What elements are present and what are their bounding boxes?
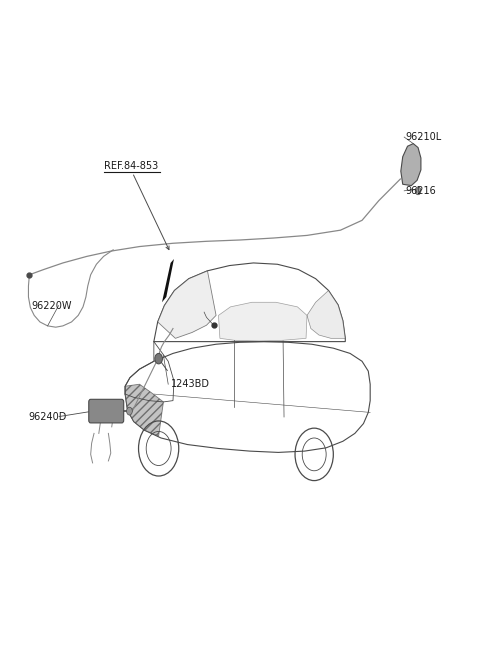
- Polygon shape: [218, 302, 307, 341]
- Text: 96210L: 96210L: [405, 132, 442, 142]
- Text: 96240D: 96240D: [28, 412, 67, 422]
- Circle shape: [127, 407, 132, 415]
- Polygon shape: [401, 144, 421, 185]
- Polygon shape: [125, 384, 163, 436]
- Circle shape: [155, 353, 162, 364]
- Circle shape: [415, 187, 421, 194]
- Text: 1243BD: 1243BD: [170, 379, 210, 389]
- Text: 96220W: 96220W: [32, 300, 72, 311]
- Polygon shape: [157, 271, 216, 338]
- Text: REF.84-853: REF.84-853: [104, 161, 158, 171]
- Polygon shape: [307, 290, 345, 338]
- Text: 96216: 96216: [405, 186, 436, 196]
- Polygon shape: [162, 259, 174, 302]
- FancyBboxPatch shape: [89, 399, 124, 423]
